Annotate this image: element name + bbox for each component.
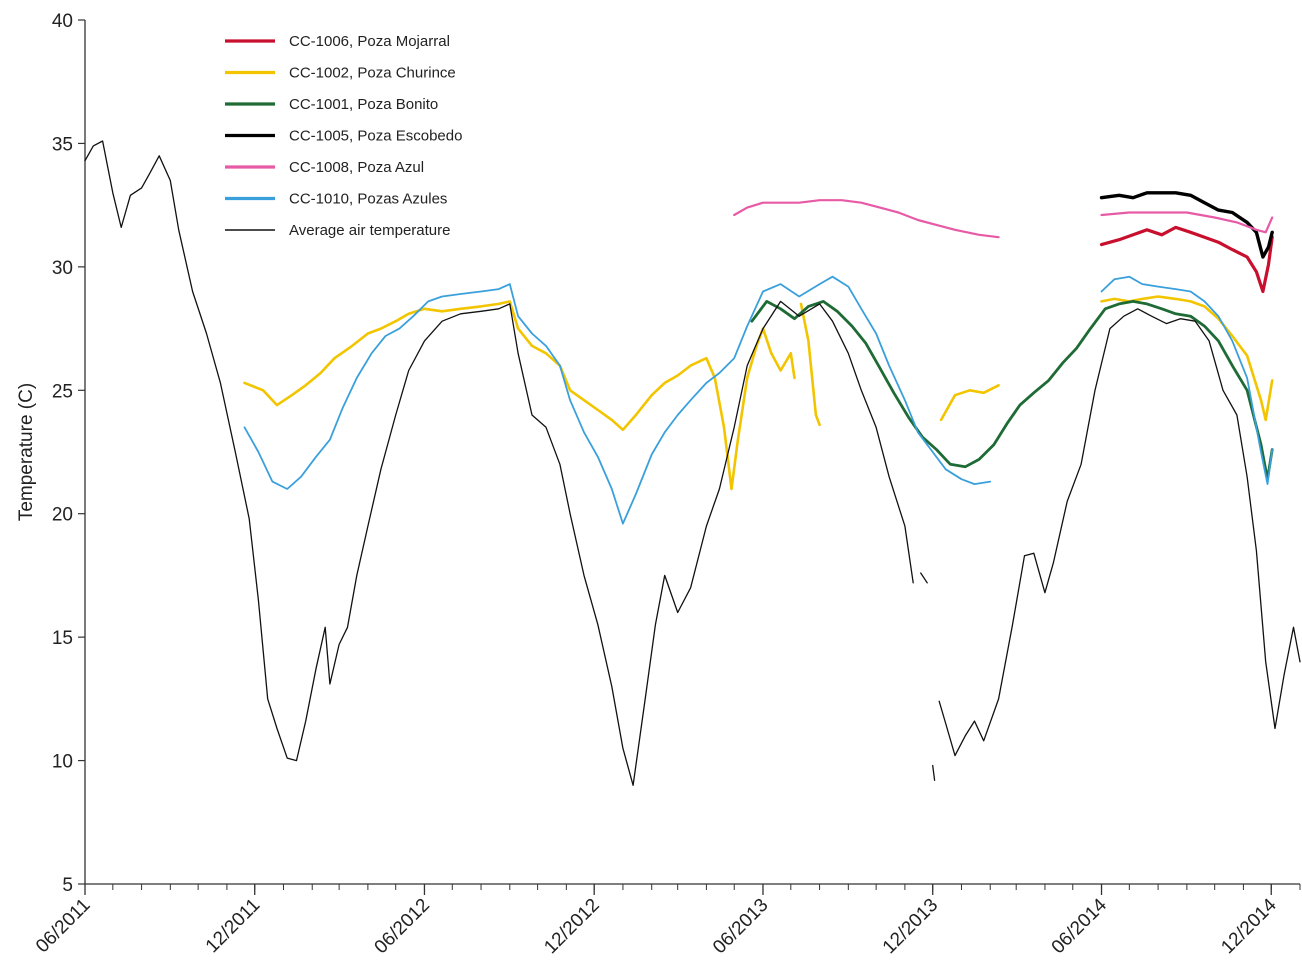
legend: CC-1006, Poza Mojarral CC-1002, Poza Chur… [225, 33, 462, 239]
series-line [84, 140, 914, 786]
series-line [799, 302, 821, 427]
series-2 [750, 299, 1274, 481]
series-line [939, 383, 1000, 422]
x-ticks: 06/2011 12/2011 06/2012 12/2012 06/2013 12/20… [32, 884, 1301, 958]
series-line [1100, 275, 1274, 486]
series-line [932, 764, 936, 781]
y-tick-label: 40 [52, 11, 73, 32]
series-line [1099, 225, 1274, 294]
series-1 [243, 295, 1274, 491]
series-3 [1099, 191, 1274, 259]
series-0 [1099, 225, 1274, 294]
y-ticks: 5 10 15 20 25 30 35 40 [52, 11, 85, 896]
x-tick-label: 06/2014 [1048, 894, 1112, 958]
x-tick-label: 12/2013 [879, 895, 942, 958]
legend-label: Average air temperature [289, 222, 450, 239]
x-tick-label: 06/2011 [32, 895, 94, 957]
series-line [750, 299, 1274, 481]
x-tick-label: 12/2014 [1217, 894, 1281, 958]
legend-label: CC-1001, Poza Bonito [289, 96, 438, 113]
series-line [938, 308, 1301, 757]
plot-area: 5 10 15 20 25 30 35 40 06/2011 12/2011 06/2012 12/… [32, 11, 1301, 958]
legend-label: CC-1006, Poza Mojarral [289, 33, 450, 50]
x-tick-label: 06/2013 [709, 895, 772, 958]
x-tick-label: 06/2012 [371, 895, 434, 958]
x-tick-label: 12/2012 [540, 895, 603, 958]
x-tick-label: 12/2011 [202, 895, 264, 957]
y-tick-label: 15 [52, 628, 73, 649]
series-line [243, 275, 992, 525]
y-tick-label: 10 [52, 752, 73, 773]
y-tick-label: 30 [52, 258, 73, 279]
y-axis-label: Temperature (C) [16, 383, 37, 521]
legend-label: CC-1005, Poza Escobedo [289, 128, 462, 145]
series-group [84, 140, 1301, 786]
legend-label: CC-1010, Pozas Azules [289, 191, 447, 208]
legend-label: CC-1002, Poza Churince [289, 65, 456, 82]
y-tick-label: 20 [52, 505, 73, 526]
y-tick-label: 25 [52, 381, 73, 402]
series-line [1099, 191, 1274, 259]
series-line [1100, 211, 1274, 234]
series-line [920, 572, 928, 584]
series-line [243, 300, 796, 491]
y-tick-label: 5 [62, 875, 73, 896]
legend-label: CC-1008, Poza Azul [289, 159, 424, 176]
series-5 [243, 275, 1274, 525]
series-line [733, 199, 1000, 239]
series-6 [84, 140, 1301, 786]
series-4 [733, 199, 1274, 239]
y-tick-label: 35 [52, 134, 73, 155]
